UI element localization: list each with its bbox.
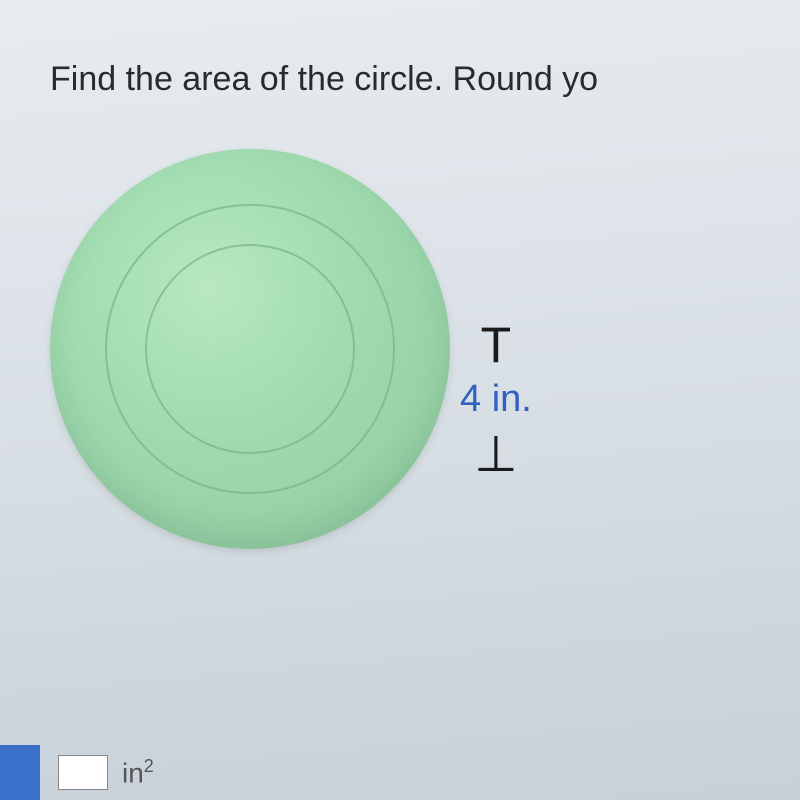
figure-container: T 4 in. ⊥ xyxy=(50,149,770,549)
circle-diagram xyxy=(50,149,450,549)
blue-tab xyxy=(0,745,40,800)
circle-ring-inner xyxy=(145,244,355,454)
measurement-label: 4 in. xyxy=(460,370,532,429)
bracket-top-icon: T xyxy=(481,320,512,370)
circle-ring-outer xyxy=(105,204,395,494)
answer-input[interactable] xyxy=(58,755,108,790)
answer-section: in2 xyxy=(0,745,154,800)
answer-unit: in2 xyxy=(122,756,154,789)
bracket-bottom-icon: ⊥ xyxy=(474,429,518,479)
question-text: Find the area of the circle. Round yo xyxy=(50,60,770,99)
measurement-bracket: T 4 in. ⊥ xyxy=(460,320,532,479)
